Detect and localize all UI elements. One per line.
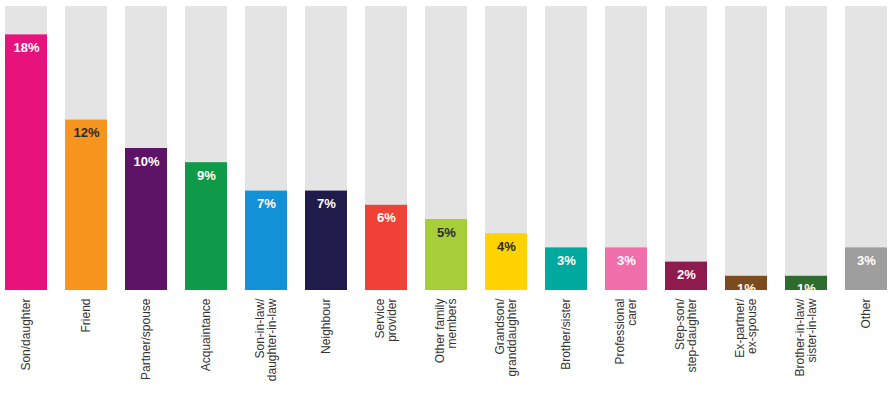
- svg-text:Other familymembers: Other familymembers: [433, 299, 459, 364]
- svg-text:Ex-partner/ex-spouse: Ex-partner/ex-spouse: [733, 298, 759, 358]
- svg-text:9%: 9%: [197, 168, 216, 183]
- svg-text:Friend: Friend: [79, 299, 93, 333]
- svg-text:Professionalcarer: Professionalcarer: [613, 299, 639, 365]
- svg-text:Grandson/granddaughter: Grandson/granddaughter: [493, 298, 519, 377]
- svg-text:3%: 3%: [617, 253, 636, 268]
- svg-text:6%: 6%: [377, 210, 396, 225]
- svg-text:3%: 3%: [857, 253, 876, 268]
- svg-text:Step-son/step-daughter: Step-son/step-daughter: [673, 298, 699, 373]
- svg-text:Acquaintance: Acquaintance: [199, 298, 213, 371]
- svg-text:7%: 7%: [257, 196, 276, 211]
- svg-text:Neighbour: Neighbour: [319, 299, 333, 354]
- svg-text:Son/daughter: Son/daughter: [19, 299, 33, 371]
- svg-text:10%: 10%: [133, 154, 159, 169]
- svg-text:2%: 2%: [677, 267, 696, 282]
- svg-text:18%: 18%: [13, 40, 39, 55]
- svg-text:Partner/spouse: Partner/spouse: [139, 298, 153, 380]
- svg-text:Son-in-law/daughter-in-law: Son-in-law/daughter-in-law: [253, 298, 279, 381]
- svg-text:Brother/sister: Brother/sister: [559, 299, 573, 370]
- svg-text:7%: 7%: [317, 196, 336, 211]
- svg-text:Serviceprovider: Serviceprovider: [373, 298, 399, 342]
- svg-text:Other: Other: [859, 299, 873, 329]
- svg-text:12%: 12%: [73, 125, 99, 140]
- svg-text:5%: 5%: [437, 225, 456, 240]
- svg-text:1%: 1%: [737, 281, 756, 296]
- svg-text:Brother-in-law/sister-in-law: Brother-in-law/sister-in-law: [793, 298, 819, 377]
- svg-text:4%: 4%: [497, 239, 516, 254]
- svg-text:3%: 3%: [557, 253, 576, 268]
- svg-text:1%: 1%: [797, 281, 816, 296]
